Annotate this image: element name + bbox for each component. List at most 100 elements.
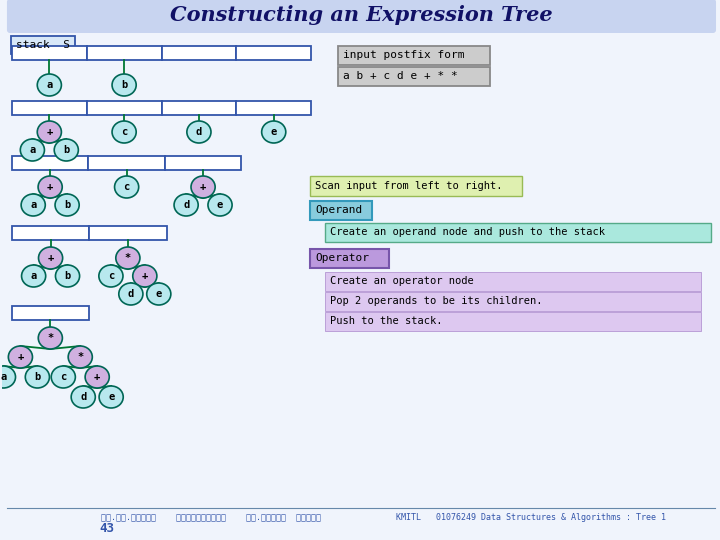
- Ellipse shape: [112, 121, 136, 143]
- Text: c: c: [108, 271, 114, 281]
- Text: e: e: [271, 127, 277, 137]
- Ellipse shape: [21, 194, 45, 216]
- FancyBboxPatch shape: [310, 176, 521, 196]
- Text: a: a: [30, 145, 35, 155]
- Ellipse shape: [114, 176, 139, 198]
- Ellipse shape: [71, 386, 95, 408]
- Ellipse shape: [20, 139, 45, 161]
- Ellipse shape: [68, 346, 92, 368]
- Text: Create an operand node and push to the stack: Create an operand node and push to the s…: [330, 227, 605, 237]
- Text: KMITL   01076249 Data Structures & Algorithms : Tree 1: KMITL 01076249 Data Structures & Algorit…: [395, 514, 665, 523]
- Text: +: +: [48, 253, 54, 263]
- Text: e: e: [108, 392, 114, 402]
- Text: b: b: [64, 271, 71, 281]
- Text: a: a: [30, 200, 36, 210]
- Ellipse shape: [99, 265, 123, 287]
- FancyBboxPatch shape: [165, 156, 241, 170]
- Text: c: c: [121, 127, 127, 137]
- Ellipse shape: [55, 194, 79, 216]
- Ellipse shape: [208, 194, 232, 216]
- Ellipse shape: [38, 247, 63, 269]
- FancyBboxPatch shape: [310, 201, 372, 220]
- Text: +: +: [47, 182, 53, 192]
- Text: c: c: [60, 372, 66, 382]
- Text: b: b: [121, 80, 127, 90]
- Text: b: b: [64, 200, 71, 210]
- Text: +: +: [17, 352, 24, 362]
- Ellipse shape: [85, 366, 109, 388]
- Ellipse shape: [51, 366, 76, 388]
- FancyBboxPatch shape: [86, 46, 161, 60]
- FancyBboxPatch shape: [89, 226, 166, 240]
- FancyBboxPatch shape: [310, 249, 389, 268]
- FancyBboxPatch shape: [12, 226, 89, 240]
- FancyBboxPatch shape: [325, 223, 711, 242]
- Ellipse shape: [37, 121, 61, 143]
- Ellipse shape: [38, 327, 63, 349]
- FancyBboxPatch shape: [12, 306, 89, 320]
- Text: Constructing an Expression Tree: Constructing an Expression Tree: [170, 5, 552, 25]
- Text: +: +: [94, 372, 100, 382]
- FancyBboxPatch shape: [7, 0, 716, 33]
- Text: Pop 2 operands to be its children.: Pop 2 operands to be its children.: [330, 296, 543, 307]
- Ellipse shape: [38, 176, 62, 198]
- Text: Operand: Operand: [315, 205, 362, 215]
- Ellipse shape: [25, 366, 50, 388]
- Ellipse shape: [174, 194, 198, 216]
- FancyBboxPatch shape: [11, 36, 75, 54]
- Ellipse shape: [9, 346, 32, 368]
- Text: a b + c d e + * *: a b + c d e + * *: [343, 71, 458, 81]
- Text: d: d: [183, 200, 189, 210]
- Text: Scan input from left to right.: Scan input from left to right.: [315, 181, 503, 191]
- Text: b: b: [63, 145, 69, 155]
- Text: e: e: [156, 289, 162, 299]
- Ellipse shape: [37, 74, 61, 96]
- Ellipse shape: [116, 247, 140, 269]
- Text: c: c: [124, 182, 130, 192]
- Ellipse shape: [261, 121, 286, 143]
- Text: e: e: [217, 200, 223, 210]
- Text: d: d: [127, 289, 134, 299]
- FancyBboxPatch shape: [89, 156, 165, 170]
- Ellipse shape: [187, 121, 211, 143]
- Text: a: a: [0, 372, 6, 382]
- Ellipse shape: [191, 176, 215, 198]
- Text: +: +: [142, 271, 148, 281]
- Text: a: a: [30, 271, 37, 281]
- Ellipse shape: [147, 283, 171, 305]
- FancyBboxPatch shape: [161, 101, 236, 115]
- Ellipse shape: [22, 265, 45, 287]
- Text: d: d: [196, 127, 202, 137]
- Ellipse shape: [55, 265, 80, 287]
- FancyBboxPatch shape: [12, 156, 89, 170]
- Text: Push to the stack.: Push to the stack.: [330, 316, 443, 327]
- Ellipse shape: [112, 74, 136, 96]
- Text: d: d: [80, 392, 86, 402]
- Text: *: *: [48, 333, 53, 343]
- FancyBboxPatch shape: [12, 101, 86, 115]
- Ellipse shape: [0, 366, 16, 388]
- Text: รศ.ดร.บุญธร    เครือตราชู    รศ.กฤษวน  ครบรณ: รศ.ดร.บุญธร เครือตราชู รศ.กฤษวน ครบรณ: [102, 514, 321, 523]
- Text: *: *: [125, 253, 131, 263]
- Text: +: +: [46, 127, 53, 137]
- FancyBboxPatch shape: [86, 101, 161, 115]
- Text: input postfix form: input postfix form: [343, 50, 464, 60]
- FancyBboxPatch shape: [325, 312, 701, 331]
- Text: 43: 43: [99, 522, 114, 535]
- Text: *: *: [77, 352, 84, 362]
- Text: a: a: [46, 80, 53, 90]
- FancyBboxPatch shape: [325, 272, 701, 291]
- FancyBboxPatch shape: [338, 46, 490, 65]
- Ellipse shape: [119, 283, 143, 305]
- Ellipse shape: [132, 265, 157, 287]
- Text: b: b: [35, 372, 40, 382]
- FancyBboxPatch shape: [236, 46, 311, 60]
- FancyBboxPatch shape: [325, 292, 701, 311]
- Text: stack  S: stack S: [16, 40, 70, 50]
- Text: Operator: Operator: [315, 253, 369, 263]
- Text: +: +: [200, 182, 206, 192]
- FancyBboxPatch shape: [338, 67, 490, 86]
- Text: Create an operator node: Create an operator node: [330, 276, 474, 287]
- FancyBboxPatch shape: [161, 46, 236, 60]
- FancyBboxPatch shape: [12, 46, 86, 60]
